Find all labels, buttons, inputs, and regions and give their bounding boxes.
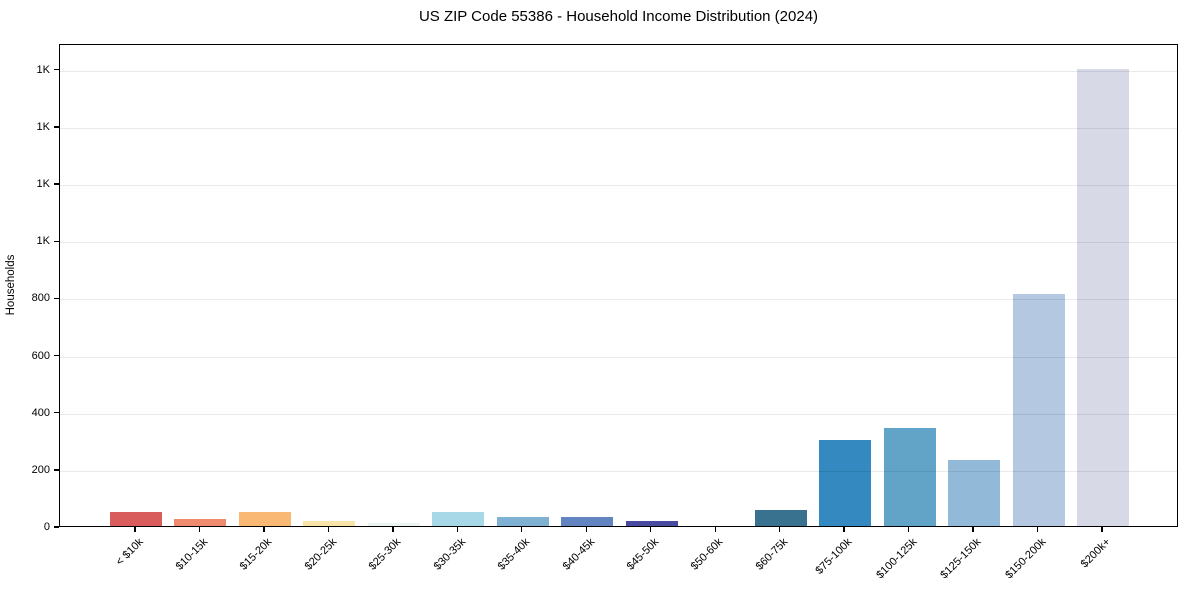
x-tick-mark xyxy=(456,527,459,532)
y-tick-mark xyxy=(54,411,59,414)
y-tick-mark xyxy=(54,183,59,185)
y-tick-mark xyxy=(54,240,59,242)
x-tick-mark xyxy=(843,527,845,532)
x-tick-mark xyxy=(198,527,201,532)
y-tick-mark xyxy=(54,354,59,357)
x-tick-label: $25-30k xyxy=(366,536,404,573)
x-tick-mark xyxy=(585,527,587,532)
x-tick-mark xyxy=(134,527,136,532)
bar-15-20k xyxy=(238,512,291,526)
x-tick-mark xyxy=(778,527,781,532)
bar-150-200k xyxy=(1012,293,1065,526)
chart-title: US ZIP Code 55386 - Household Income Dis… xyxy=(418,8,819,25)
x-tick-mark xyxy=(714,527,716,532)
plot-area xyxy=(59,44,1178,527)
x-tick-label: $30-35k xyxy=(431,536,468,573)
x-tick-label: $75-100k xyxy=(813,536,855,577)
x-tick-label: $60-75k xyxy=(753,536,791,573)
x-tick-mark xyxy=(327,527,330,532)
y-tick-label: 1K xyxy=(36,63,50,76)
y-tick-label: 600 xyxy=(31,349,50,362)
gridline xyxy=(60,185,1177,187)
x-tick-label: $150-200k xyxy=(1002,536,1049,582)
x-tick-mark xyxy=(392,527,394,532)
gridline xyxy=(60,470,1177,472)
x-tick-label: $50-60k xyxy=(689,536,726,573)
x-tick-label: $100-125k xyxy=(873,536,920,582)
y-tick-mark xyxy=(54,126,59,128)
y-tick-label: 1K xyxy=(36,120,50,133)
bar-40-45k xyxy=(561,516,614,526)
gridline xyxy=(60,127,1177,129)
x-tick-label: $20-25k xyxy=(302,536,339,573)
x-tick-label: $200k+ xyxy=(1078,536,1113,571)
gridline xyxy=(60,299,1177,301)
x-tick-mark xyxy=(521,527,523,532)
bar-100-125k xyxy=(883,427,936,526)
bar-35-40k xyxy=(496,516,549,526)
y-tick-label: 400 xyxy=(31,406,50,419)
bar-125-150k xyxy=(948,460,1001,526)
x-tick-mark xyxy=(263,527,265,532)
x-tick-mark xyxy=(907,527,910,532)
bar-45-50k xyxy=(625,521,678,526)
y-tick-label: 200 xyxy=(31,463,50,476)
bar-30-35k xyxy=(432,511,485,526)
x-tick-mark xyxy=(972,527,974,532)
y-tick-label: 1K xyxy=(36,178,50,191)
y-tick-mark xyxy=(54,469,59,471)
gridline xyxy=(60,413,1177,415)
gridline xyxy=(60,356,1177,358)
y-axis-label: Households xyxy=(5,254,17,316)
bar-10k xyxy=(110,512,162,526)
y-tick-label: 1K xyxy=(36,235,50,248)
bar-75-100k xyxy=(819,439,872,526)
x-tick-mark xyxy=(1101,527,1103,532)
x-tick-mark xyxy=(650,527,652,532)
bar-60-75k xyxy=(754,509,807,526)
bar-25-30k xyxy=(367,522,420,526)
x-tick-label: $125-150k xyxy=(938,536,984,582)
y-tick-mark xyxy=(54,69,59,71)
x-tick-label: $15-20k xyxy=(237,536,275,573)
x-tick-label: $40-45k xyxy=(560,536,597,573)
gridline xyxy=(60,70,1177,72)
y-tick-mark xyxy=(54,297,59,300)
bar-200k xyxy=(1077,68,1129,526)
x-tick-label: $10-15k xyxy=(173,536,210,573)
y-tick-label: 800 xyxy=(31,292,50,305)
y-tick-label: 0 xyxy=(43,521,50,533)
gridline xyxy=(60,242,1177,244)
x-tick-label: $45-50k xyxy=(624,536,662,573)
x-tick-label: $35-40k xyxy=(495,536,533,573)
bar-10-15k xyxy=(174,518,227,526)
x-tick-label: < $10k xyxy=(113,536,146,569)
y-tick-mark xyxy=(54,526,59,528)
x-tick-mark xyxy=(1036,527,1039,532)
bar-20-25k xyxy=(303,521,356,526)
